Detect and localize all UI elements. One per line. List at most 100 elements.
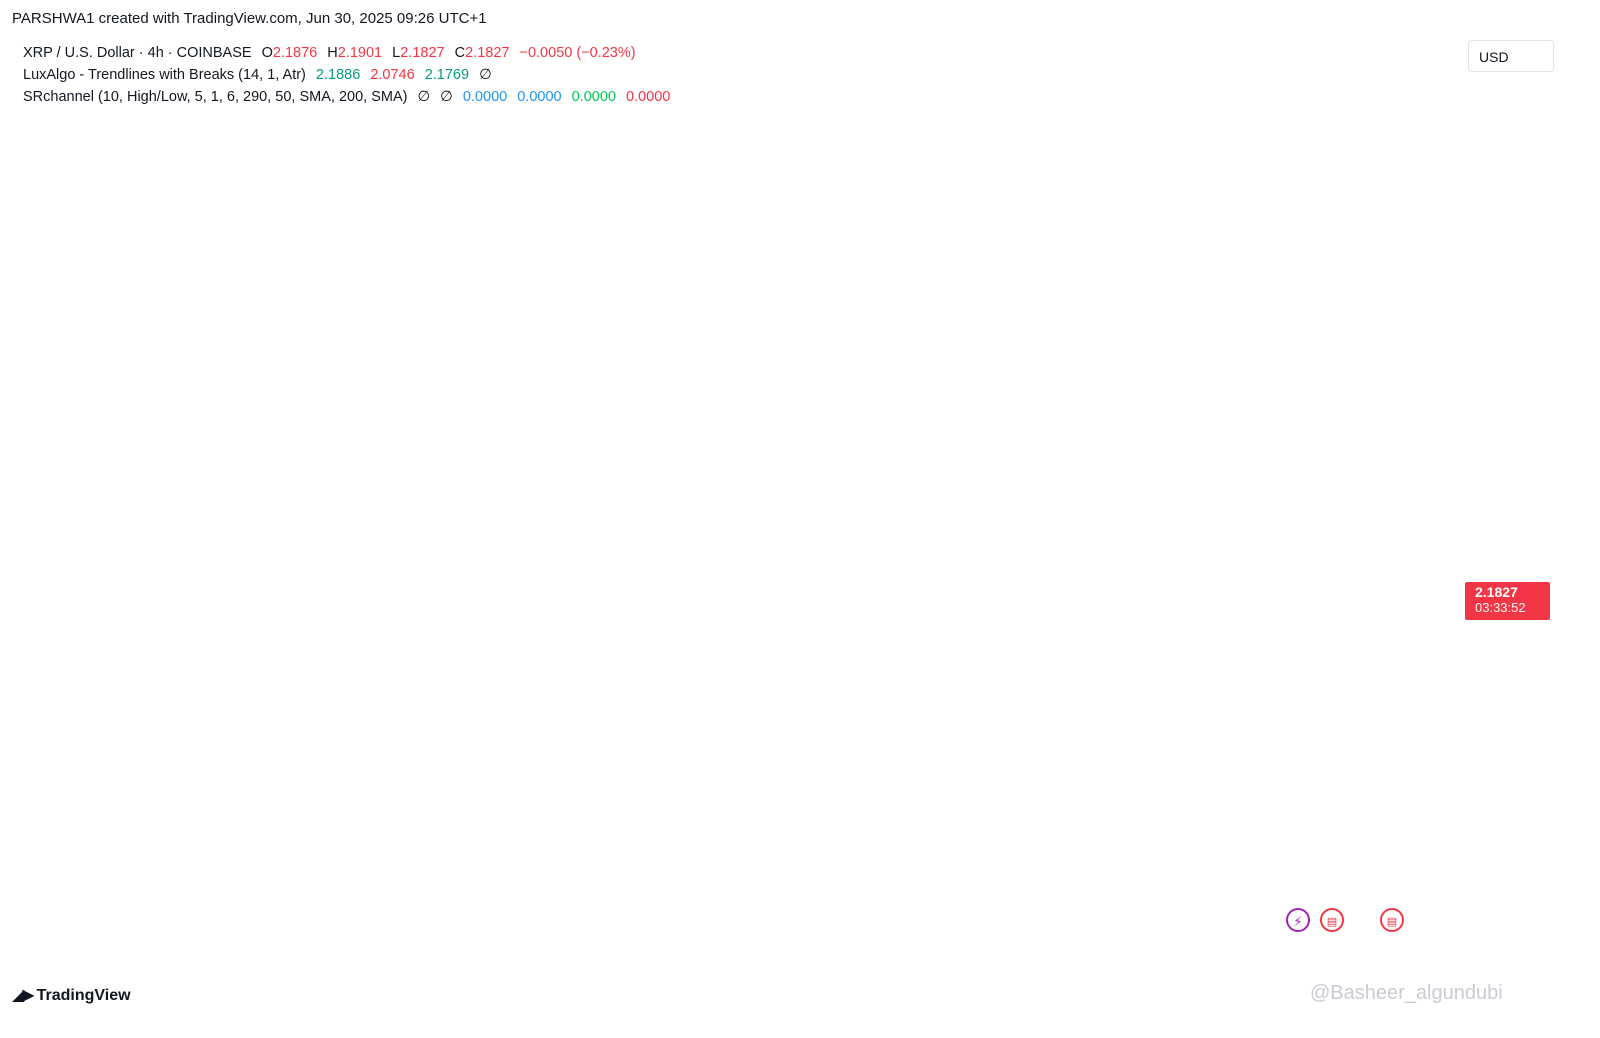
candle-body (479, 605, 484, 625)
lightning-event-icon[interactable]: ⚡ (1286, 908, 1310, 932)
current-price-value: 2.1827 (1475, 584, 1518, 600)
open-label: O (261, 45, 273, 61)
candle-body (546, 542, 550, 554)
candle-body (835, 632, 839, 642)
candle-body (386, 568, 390, 581)
candle-body (279, 433, 284, 446)
indicator-srchannel-value-2: 0.0000 (517, 89, 562, 105)
candle-body (177, 318, 182, 351)
candle-body (795, 614, 799, 634)
candle-body (1177, 569, 1181, 583)
candle-body (230, 427, 235, 429)
candle-body (350, 464, 355, 468)
candle-body (67, 418, 72, 462)
hidden-eye-icon[interactable]: ∅ (417, 89, 431, 105)
indicator-legend-trendlines[interactable]: LuxAlgo - Trendlines with Breaks (14, 1,… (23, 67, 498, 83)
candle-body (830, 636, 835, 647)
candle-body (452, 607, 457, 619)
us-flag-event-icon[interactable]: ▤ (1320, 908, 1344, 932)
break-marker-label: B (510, 528, 519, 543)
candle-body (1132, 575, 1137, 580)
candle-body (1008, 603, 1012, 624)
watermark: @Basheer_algundubi (1310, 982, 1503, 1004)
candle-body (315, 452, 319, 461)
candle-body (639, 586, 644, 589)
candle-body (239, 435, 244, 452)
candle-body (332, 498, 337, 530)
tradingview-logo[interactable]: ◢▶ TradingView (12, 985, 131, 1005)
candle-body (692, 483, 697, 501)
candle-body (208, 429, 213, 448)
trendline-up (1106, 760, 1241, 855)
candle-body (116, 402, 121, 422)
candle-body (1012, 624, 1017, 640)
indicator-legend-srchannel[interactable]: SRchannel (10, High/Low, 5, 1, 6, 290, 5… (23, 89, 676, 105)
hidden-eye-icon[interactable]: ∅ (479, 67, 492, 83)
break-marker-badge (650, 595, 669, 618)
candle-body (883, 490, 888, 528)
candle-body (657, 568, 661, 605)
indicator-trendlines-value-3: 2.1769 (424, 67, 470, 83)
candle-body (484, 589, 488, 603)
candle-body (843, 605, 848, 614)
candle-body (1261, 566, 1266, 572)
candle-body (568, 560, 573, 596)
trendline-up (67, 346, 243, 480)
candle-body (412, 629, 417, 647)
candle-body (986, 604, 990, 608)
candle-body (737, 468, 741, 493)
candle-body (364, 513, 368, 547)
candle-body (555, 555, 559, 579)
candle-body (861, 601, 866, 613)
indicator-trendlines-title: LuxAlgo - Trendlines with Breaks (14, 1,… (23, 67, 306, 83)
candle-body (608, 586, 613, 600)
candle-body (755, 488, 759, 500)
candle-body (439, 570, 444, 589)
hidden-eye-icon[interactable]: ∅ (440, 89, 453, 105)
break-marker-badge (1157, 584, 1176, 607)
currency-button[interactable]: USD (1468, 40, 1554, 72)
us-flag-event-icon[interactable]: ▤ (1380, 908, 1404, 932)
symbol-legend[interactable]: XRP / U.S. Dollar · 4h · COINBASE O2.187… (23, 45, 642, 61)
candle-body (768, 519, 772, 530)
time-tick-label: 16 (865, 949, 881, 965)
candle-body (107, 435, 112, 444)
candle-body (470, 580, 475, 606)
candle-body (497, 544, 501, 567)
candle-body (781, 560, 786, 608)
candle-body (968, 614, 972, 623)
candle-body (954, 595, 959, 599)
candle-body (1070, 764, 1075, 808)
candle-body (44, 346, 48, 363)
high-value: 2.1901 (337, 45, 383, 61)
candle-body (683, 512, 688, 524)
candle-body (950, 596, 955, 599)
candle-body (572, 594, 577, 627)
candle-body (390, 587, 395, 615)
candle-body (372, 560, 377, 572)
candle-body (524, 517, 528, 524)
candle-body (786, 603, 790, 655)
candle-body (337, 509, 342, 532)
time-tick-label: Jul (1307, 949, 1328, 965)
candle-body (510, 486, 515, 519)
candle-body (297, 426, 302, 453)
time-tick-label: 10 (687, 949, 703, 965)
candle-body (488, 579, 493, 596)
candle-body (652, 597, 657, 601)
candle-body (103, 421, 108, 438)
low-value: 2.1827 (400, 45, 445, 61)
candle-body (121, 382, 125, 403)
candle-body (221, 438, 226, 451)
candle-body (919, 620, 924, 640)
candle-body (1101, 736, 1106, 769)
candle-body (1163, 572, 1168, 574)
candle-body (35, 319, 39, 336)
price-tick-label: 1.8500 (1475, 908, 1519, 924)
price-tick-label: 2.6500 (1475, 103, 1519, 119)
price-tick-label: 2.4000 (1475, 355, 1519, 371)
candle-body (817, 605, 821, 612)
trendline-down (185, 282, 519, 479)
candle-body (941, 602, 946, 620)
